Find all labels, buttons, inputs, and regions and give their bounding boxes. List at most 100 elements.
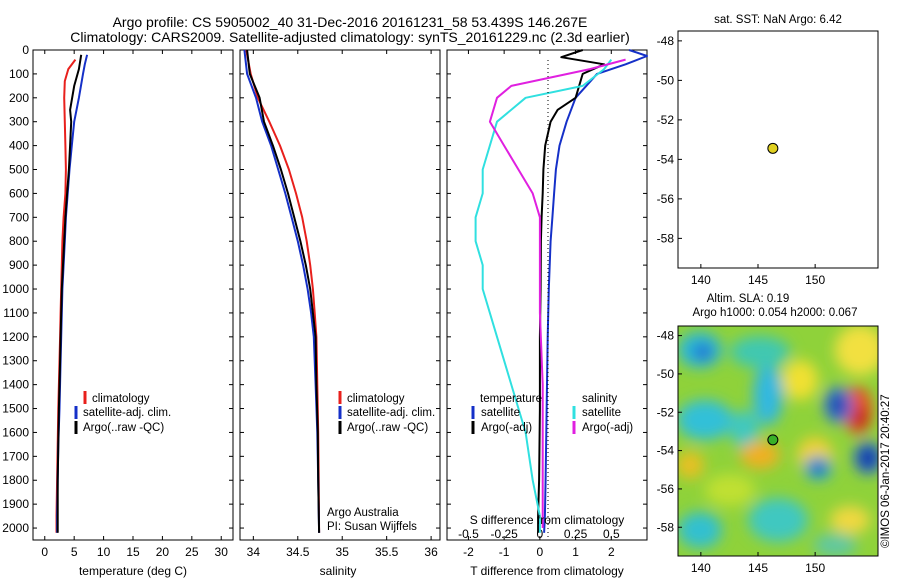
sla-cell	[705, 474, 755, 506]
map-y-tick-label: -56	[657, 192, 675, 206]
legend-label-argo: Argo(..raw -QC)	[347, 422, 428, 434]
x-tick-label: 20	[156, 545, 170, 559]
map-x-tick-label: 145	[748, 561, 768, 575]
s-difference-tick-label: -0.25	[490, 527, 518, 541]
sla-heatmap	[678, 326, 878, 556]
difference-series	[474, 49, 648, 533]
map-x-tick-label: 150	[805, 273, 825, 287]
x-tick-label: 5	[71, 545, 78, 559]
t-difference-axis-label: T difference from climatology	[470, 564, 624, 578]
sla-cell	[811, 462, 825, 474]
x-tick-label: 10	[97, 545, 111, 559]
depth-tick-label: 1500	[2, 402, 29, 416]
series-line	[56, 54, 83, 533]
x-tick-label: 2	[608, 545, 615, 559]
map-y-tick-label: -50	[657, 73, 675, 87]
depth-tick-label: 800	[9, 234, 29, 248]
sla-cell	[740, 441, 780, 469]
map-y-tick-label: -48	[657, 34, 675, 48]
map-x-tick-label: 140	[691, 561, 711, 575]
legend-label-climatology: climatology	[347, 393, 405, 405]
depth-tick-label: 1600	[2, 425, 29, 439]
sla-cell	[830, 506, 870, 534]
depth-tick-label: 1100	[3, 306, 29, 320]
legend-label-s-argo: Argo(-adj)	[582, 422, 633, 434]
s-difference-axis-label: S difference from climatology	[470, 513, 625, 527]
sla-cell	[835, 326, 878, 375]
difference-axes: -2 -1 0 1 2 -0.5 -0.25 0 0.25 0.5	[447, 49, 647, 559]
depth-tick-label: 0	[22, 43, 29, 57]
x-tick-label: 30	[215, 545, 229, 559]
temperature-axes: 0100200300400500600700800900100011001200…	[2, 43, 233, 559]
sla-map-axes: 140 145 150 -48 -50 -52 -54 -56 -58	[657, 329, 826, 575]
legend-label-t-satellite: satellite	[481, 407, 520, 419]
depth-tick-label: 2000	[2, 521, 29, 535]
legend-label-satellite: satellite-adj. clim.	[347, 407, 435, 419]
salinity-panel-frame	[239, 49, 441, 541]
figure-title-line2: Climatology: CARS2009. Satellite-adjuste…	[70, 29, 630, 45]
legend-label-satellite: satellite-adj. clim.	[83, 407, 171, 419]
sla-cell	[813, 533, 857, 556]
depth-tick-label: 200	[9, 91, 29, 105]
x-tick-label: 34	[247, 545, 261, 559]
x-tick-label: 25	[185, 545, 199, 559]
map-x-tick-label: 140	[691, 273, 711, 287]
temperature-legend: climatology satellite-adj. clim. Argo(..…	[74, 391, 171, 434]
sla-cell	[832, 396, 844, 414]
map-y-tick-label: -50	[657, 367, 675, 381]
sla-map-markers	[767, 434, 779, 446]
depth-tick-label: 500	[9, 163, 29, 177]
legend-heading-temperature: temperature	[480, 393, 542, 405]
series-line	[246, 49, 321, 533]
difference-panel-frame	[446, 49, 648, 541]
sst-map-title: sat. SST: NaN Argo: 6.42	[714, 14, 842, 26]
sla-cell	[731, 410, 759, 450]
depth-tick-label: 100	[9, 67, 29, 81]
x-tick-label: 1	[572, 545, 579, 559]
sla-map-frame	[677, 325, 879, 557]
s-difference-tick-label: 0	[537, 527, 544, 541]
profile-location-marker	[767, 142, 779, 154]
sla-cell	[782, 360, 818, 400]
legend-label-argo: Argo(..raw -QC)	[83, 422, 164, 434]
map-x-tick-label: 145	[748, 273, 768, 287]
x-tick-label: 35.5	[375, 545, 399, 559]
map-y-tick-label: -52	[657, 113, 675, 127]
profile-location-marker	[767, 434, 779, 446]
x-tick-label: -1	[499, 545, 510, 559]
x-tick-label: 15	[126, 545, 140, 559]
sla-cell	[853, 408, 867, 428]
depth-tick-label: 700	[9, 210, 29, 224]
depth-tick-label: 300	[9, 115, 29, 129]
x-tick-label: 0	[41, 545, 48, 559]
depth-tick-label: 600	[9, 186, 29, 200]
series-line	[243, 49, 321, 533]
depth-tick-label: 1300	[2, 354, 29, 368]
sla-cell	[678, 512, 722, 548]
map-y-tick-label: -48	[657, 329, 675, 343]
sla-map-title-line2: Argo h1000: 0.054 h2000: 0.067	[693, 307, 858, 319]
salinity-legend: climatology satellite-adj. clim. Argo(..…	[327, 391, 435, 533]
map-y-tick-label: -58	[657, 520, 675, 534]
sst-map-axes: 140 145 150 -48 -50 -52 -54 -56 -58	[657, 34, 826, 287]
x-tick-label: 34.5	[286, 545, 310, 559]
depth-tick-label: 1900	[2, 497, 29, 511]
sla-cell	[861, 449, 875, 467]
x-tick-label: 35	[336, 545, 350, 559]
depth-tick-label: 1700	[2, 449, 29, 463]
sst-map-markers	[767, 142, 779, 154]
legend-label-s-satellite: satellite	[582, 407, 621, 419]
sla-cell	[753, 365, 783, 425]
s-difference-tick-label: -0.5	[458, 527, 479, 541]
map-y-tick-label: -52	[657, 405, 675, 419]
sla-cell	[748, 498, 808, 542]
map-x-tick-label: 150	[805, 561, 825, 575]
depth-tick-label: 1000	[2, 282, 29, 296]
map-y-tick-label: -58	[657, 231, 675, 245]
map-y-tick-label: -54	[657, 444, 675, 458]
x-tick-label: 36	[424, 545, 438, 559]
s-difference-tick-label: 0.5	[603, 527, 620, 541]
sla-cell	[678, 451, 704, 479]
legend-heading-salinity: salinity	[582, 393, 617, 405]
